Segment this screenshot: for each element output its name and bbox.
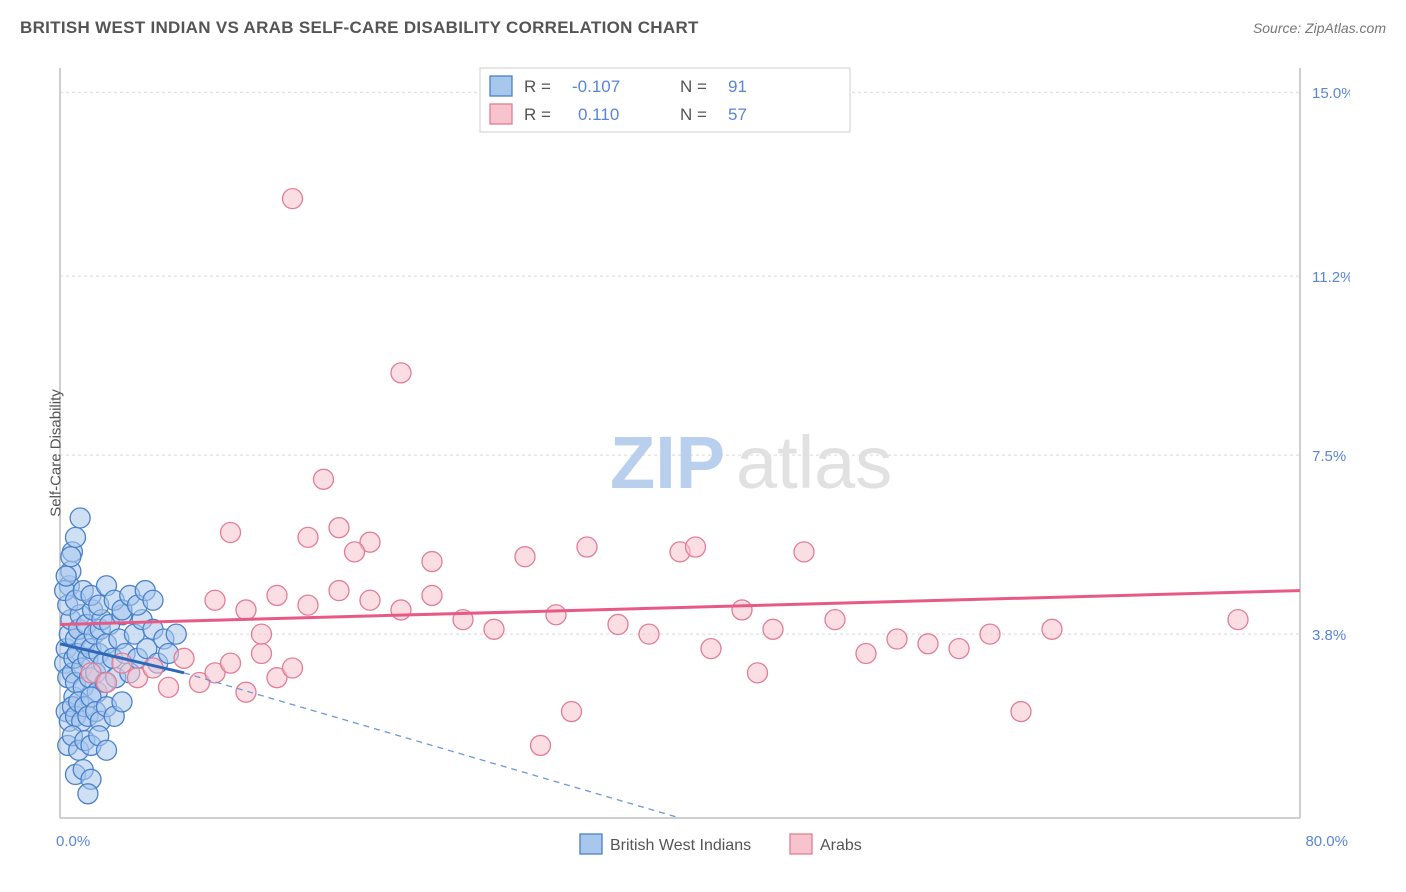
data-point [236, 600, 256, 620]
legend-swatch-arabs [490, 104, 512, 124]
data-point [856, 643, 876, 663]
data-point [159, 677, 179, 697]
data-point [66, 527, 86, 547]
data-point [546, 605, 566, 625]
data-point [112, 692, 132, 712]
data-point [918, 634, 938, 654]
y-tick-label: 7.5% [1312, 448, 1346, 465]
data-point [422, 585, 442, 605]
data-point [298, 595, 318, 615]
watermark-zip: ZIP [610, 421, 725, 504]
data-point [205, 590, 225, 610]
stat-r-label: R = [524, 105, 551, 124]
data-point [298, 527, 318, 547]
y-axis-label: Self-Care Disability [48, 389, 65, 517]
data-point [732, 600, 752, 620]
data-point [78, 784, 98, 804]
data-point [1228, 610, 1248, 630]
stat-n-label: N = [680, 77, 707, 96]
data-point [329, 581, 349, 601]
data-point [166, 624, 186, 644]
data-point [484, 619, 504, 639]
data-point [252, 624, 272, 644]
data-point [174, 648, 194, 668]
data-point [422, 552, 442, 572]
data-point [686, 537, 706, 557]
data-point [980, 624, 1000, 644]
data-point [236, 682, 256, 702]
stat-n-value-bwi: 91 [728, 77, 747, 96]
legend-label-arabs: Arabs [820, 837, 862, 854]
data-point [701, 639, 721, 659]
stat-r-value-arabs: 0.110 [578, 105, 619, 124]
data-point [283, 189, 303, 209]
stat-r-label: R = [524, 77, 551, 96]
stat-n-value-arabs: 57 [728, 105, 747, 124]
data-point [391, 363, 411, 383]
data-point [329, 518, 349, 538]
data-point [949, 639, 969, 659]
data-point [61, 547, 81, 567]
data-point [221, 653, 241, 673]
data-point [608, 614, 628, 634]
data-point [314, 469, 334, 489]
stat-n-label: N = [680, 105, 707, 124]
data-point [97, 673, 117, 693]
data-point [345, 542, 365, 562]
data-point [515, 547, 535, 567]
trend-line-bwi-extrapolated [184, 673, 680, 818]
data-point [252, 643, 272, 663]
data-point [577, 537, 597, 557]
data-point [794, 542, 814, 562]
scatter-plot: ZIPatlas 3.8% 7.5% 11.2% 15.0% 0.0% 80.0% R = -0… [50, 58, 1350, 858]
data-point [221, 523, 241, 543]
data-point [97, 740, 117, 760]
data-point [562, 702, 582, 722]
x-tick-label: 80.0% [1305, 833, 1348, 850]
y-tick-label: 3.8% [1312, 627, 1346, 644]
chart-title: BRITISH WEST INDIAN VS ARAB SELF-CARE DI… [20, 18, 699, 38]
legend-swatch-bwi [490, 76, 512, 96]
y-tick-label: 11.2% [1312, 269, 1350, 286]
data-point [283, 658, 303, 678]
data-point [70, 508, 90, 528]
data-point [391, 600, 411, 620]
watermark-atlas: atlas [736, 421, 892, 504]
data-point [360, 590, 380, 610]
data-point [1042, 619, 1062, 639]
x-tick-label: 0.0% [56, 833, 90, 850]
data-point [639, 624, 659, 644]
data-point [267, 585, 287, 605]
source-link[interactable]: ZipAtlas.com [1305, 20, 1386, 36]
data-point [825, 610, 845, 630]
data-point [531, 735, 551, 755]
data-point [748, 663, 768, 683]
legend-label-bwi: British West Indians [610, 837, 751, 854]
source-prefix: Source: [1253, 20, 1305, 36]
data-point [1011, 702, 1031, 722]
source-attribution: Source: ZipAtlas.com [1253, 20, 1386, 36]
data-point [763, 619, 783, 639]
data-point [143, 590, 163, 610]
data-point [887, 629, 907, 649]
legend-swatch-arabs [790, 834, 812, 854]
data-point [56, 566, 76, 586]
stat-r-value-bwi: -0.107 [572, 77, 620, 96]
y-tick-label: 15.0% [1312, 85, 1350, 102]
legend-swatch-bwi [580, 834, 602, 854]
